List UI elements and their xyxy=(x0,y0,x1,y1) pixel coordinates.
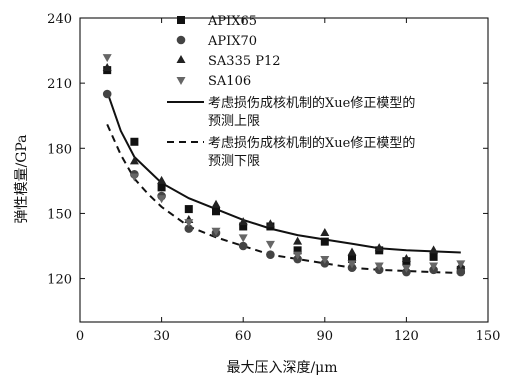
point-sa106 xyxy=(456,260,466,269)
point-sa106 xyxy=(129,173,139,182)
point-apix65 xyxy=(184,205,193,214)
point-apix65 xyxy=(239,222,248,231)
legend-label-sa106: SA106 xyxy=(208,74,251,89)
legend-label-apix65: APIX65 xyxy=(207,14,257,29)
y-axis-ticks: 120 150 180 210 240 xyxy=(47,12,488,288)
lower-bound-curve xyxy=(106,123,461,275)
point-sa335-p12 xyxy=(401,254,411,263)
point-apix70 xyxy=(266,250,275,259)
x-tick-label: 90 xyxy=(317,329,334,344)
legend-marker-sa335-p12 xyxy=(176,55,186,63)
legend-marker-sa106 xyxy=(176,77,186,85)
point-sa335-p12 xyxy=(211,199,221,208)
point-sa106 xyxy=(102,54,112,63)
plot-area-border xyxy=(79,17,489,323)
legend-label-upper: 考虑损伤成核机制的Xue修正模型的预测上限 xyxy=(208,95,415,129)
legend-label-apix70: APIX70 xyxy=(207,34,257,49)
point-sa106 xyxy=(293,251,303,260)
point-sa106 xyxy=(429,262,439,271)
y-tick-label: 150 xyxy=(47,207,72,222)
legend-label-lower: 考虑损伤成核机制的Xue修正模型的预测下限 xyxy=(208,135,415,169)
upper-bound-curve xyxy=(106,91,461,254)
point-apix65 xyxy=(212,207,220,216)
point-apix65 xyxy=(130,137,139,146)
point-sa106 xyxy=(211,227,221,236)
x-tick-label: 60 xyxy=(235,329,252,344)
point-apix65 xyxy=(293,246,302,255)
point-sa335-p12 xyxy=(102,62,112,71)
point-apix65 xyxy=(348,255,356,264)
point-apix65 xyxy=(429,252,438,261)
point-apix65 xyxy=(157,183,166,192)
point-sa335-p12 xyxy=(347,247,357,256)
y-tick-label: 240 xyxy=(47,12,72,27)
y-tick-label: 180 xyxy=(47,142,72,157)
point-sa106 xyxy=(374,262,384,271)
point-sa335-p12 xyxy=(238,217,248,226)
y-tick-label: 120 xyxy=(47,273,72,288)
point-apix70 xyxy=(184,224,194,233)
point-sa106 xyxy=(184,219,194,228)
y-axis-title: 弹性模量/GPa xyxy=(14,134,30,223)
legend-marker-apix70 xyxy=(176,35,186,45)
point-sa106 xyxy=(347,260,357,269)
x-tick-label: 30 xyxy=(153,329,170,344)
x-axis-ticks: 0 30 60 90 120 150 xyxy=(76,18,501,344)
point-sa106 xyxy=(238,234,248,243)
point-apix70 xyxy=(102,89,112,99)
y-tick-label: 210 xyxy=(47,77,72,92)
point-sa106 xyxy=(157,195,167,204)
legend: APIX65 APIX70 SA335 P12 SA106 考虑损伤成核机制的Xue修正… xyxy=(167,14,415,169)
point-apix70 xyxy=(456,267,466,277)
point-sa106 xyxy=(401,264,411,273)
point-sa335-p12 xyxy=(293,236,303,245)
point-apix65 xyxy=(320,237,329,246)
legend-label-sa335-p12: SA335 P12 xyxy=(208,54,281,69)
plot-frame xyxy=(79,17,489,323)
point-sa335-p12 xyxy=(320,227,330,236)
legend-marker-apix65 xyxy=(177,16,185,24)
point-sa106 xyxy=(265,240,275,249)
point-apix70 xyxy=(238,241,248,251)
x-tick-label: 150 xyxy=(476,329,501,344)
model-curves xyxy=(106,91,461,275)
point-sa335-p12 xyxy=(265,219,275,228)
x-tick-label: 0 xyxy=(76,329,84,344)
point-sa335-p12 xyxy=(429,245,439,254)
x-tick-label: 120 xyxy=(394,329,419,344)
x-axis-title: 最大压入深度/μm xyxy=(226,360,337,376)
data-points xyxy=(102,54,466,277)
point-sa335-p12 xyxy=(129,156,139,165)
point-sa106 xyxy=(320,256,330,265)
point-sa335-p12 xyxy=(157,175,167,184)
point-sa335-p12 xyxy=(374,243,384,252)
